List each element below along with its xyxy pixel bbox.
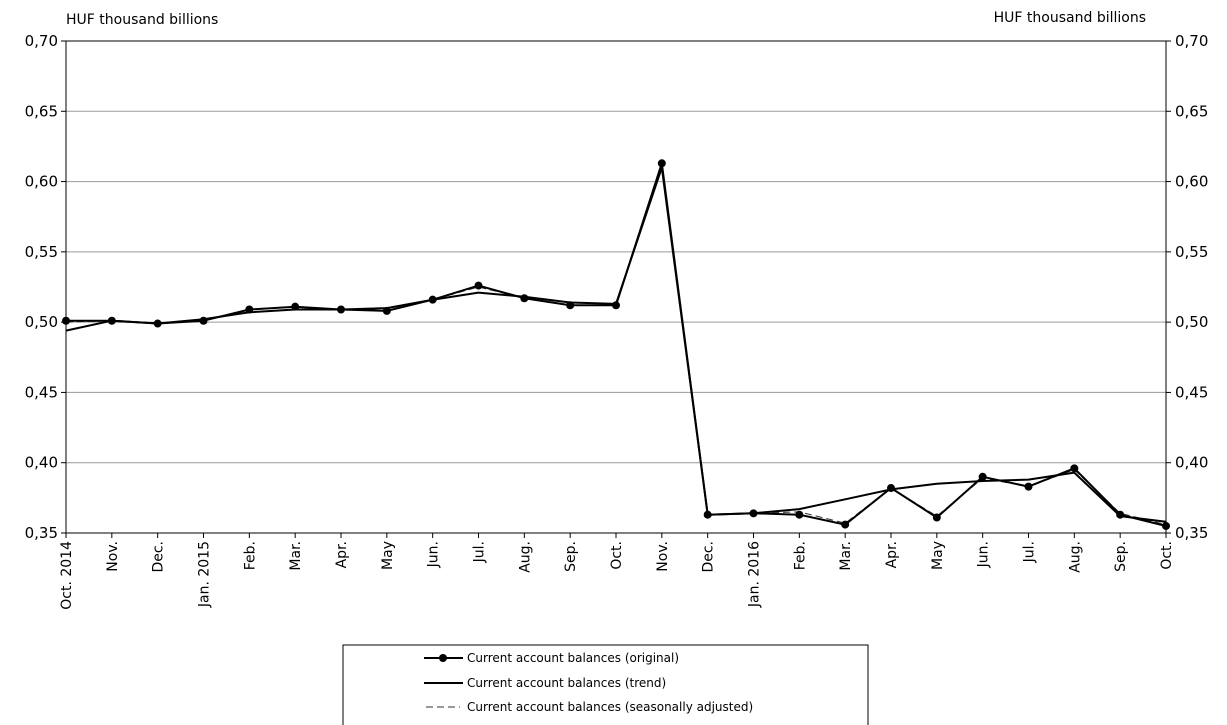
x-tick-label: Mar. [288,541,304,571]
data-point [107,316,116,325]
y-tick-label-left: 0,50 [25,313,58,331]
x-tick-label: Aug. [517,541,533,573]
data-point [1116,510,1125,519]
data-point [657,159,666,168]
series-line-line-markers [66,162,1167,527]
y-tick-label-right: 0,35 [1175,524,1208,542]
y-tick-label-right: 0,60 [1175,173,1208,191]
plot-area-frame [65,40,1167,534]
x-tick-label: Feb. [242,541,258,570]
legend-label: Current account balances (trend) [467,676,666,690]
data-point [382,306,391,315]
data-point [932,513,941,522]
data-point [153,319,162,328]
y-tick-label-left: 0,35 [25,524,58,542]
x-tick-label: Sep. [563,541,579,572]
x-tick-label: Dec. [151,541,167,573]
data-point [428,295,437,304]
data-point [1070,464,1079,473]
y-tick-label-left: 0,65 [25,102,58,120]
y-tick-label-left: 0,55 [25,243,58,261]
data-point [749,509,758,518]
x-axis-ticks: Oct. 2014 Nov. Dec. Jan. 2015 Feb. Mar. Apr. Ma… [59,533,1175,610]
data-point [703,510,712,519]
data-point [612,301,620,310]
legend-label: Current account balances (original) [467,651,679,665]
y-tick-label-right: 0,45 [1175,383,1208,401]
x-tick-label: Aug. [1067,541,1083,573]
data-point [1024,482,1033,491]
data-point [337,305,345,314]
x-tick-label: Jul. [1022,541,1038,563]
x-tick-label: May [380,541,396,570]
y-tick-label-right: 0,50 [1175,313,1208,331]
data-point [887,484,895,493]
x-tick-label: Mar. [838,541,854,571]
x-tick-label: Oct. 2014 [59,541,75,610]
x-tick-label: Oct. [609,541,625,570]
y-axis-left-unit: HUF thousand billions [66,12,218,28]
data-point [245,305,254,314]
x-tick-label: Jun. [426,541,442,568]
data-point [474,281,483,290]
data-point [291,302,300,311]
series-line-solid [65,166,1167,523]
x-tick-label: Oct. [1159,541,1175,570]
data-point [841,520,850,529]
x-tick-label: Sep. [1113,541,1129,572]
legend-swatch-marker [439,654,447,662]
legend: Current account balances (original) Curre… [342,644,869,725]
y-axis-left-ticks: 0,70 0,65 0,60 0,55 0,50 0,45 0,40 0,35 [25,32,66,542]
legend-label: Current account balances (seasonally adj… [467,700,753,714]
x-tick-label: Apr. [884,541,900,568]
series-line-dashed [65,164,1167,526]
data-point [795,510,804,519]
y-tick-label-right: 0,40 [1175,454,1208,472]
y-axis-right-unit: HUF thousand billions [994,10,1146,26]
x-tick-label: Dec. [701,541,717,573]
x-tick-label: Feb. [792,541,808,570]
y-tick-label-right: 0,65 [1175,102,1208,120]
y-tick-label-right: 0,55 [1175,243,1208,261]
x-tick-label: Jul. [472,541,488,563]
y-tick-label-left: 0,45 [25,383,58,401]
data-point [566,301,575,310]
x-tick-label: Nov. [105,541,121,572]
x-tick-label: Nov. [655,541,671,572]
data-point [978,472,987,481]
y-tick-label-right: 0,70 [1175,32,1208,50]
data-point [520,294,529,303]
y-axis-right-ticks: 0,70 0,65 0,60 0,55 0,50 0,45 0,40 0,35 [1166,32,1208,542]
y-tick-label-left: 0,70 [25,32,58,50]
x-tick-label: May [930,541,946,570]
data-point [199,316,208,325]
series-layer [62,159,1170,530]
x-tick-label: Jan. 2015 [197,541,213,608]
data-point [1162,521,1170,530]
y-tick-label-left: 0,60 [25,173,58,191]
y-tick-label-left: 0,40 [25,454,58,472]
x-tick-label: Apr. [334,541,350,568]
x-tick-label: Jan. 2016 [747,541,763,608]
x-tick-label: Jun. [976,541,992,568]
data-point [62,316,70,325]
gridlines [66,110,1166,464]
